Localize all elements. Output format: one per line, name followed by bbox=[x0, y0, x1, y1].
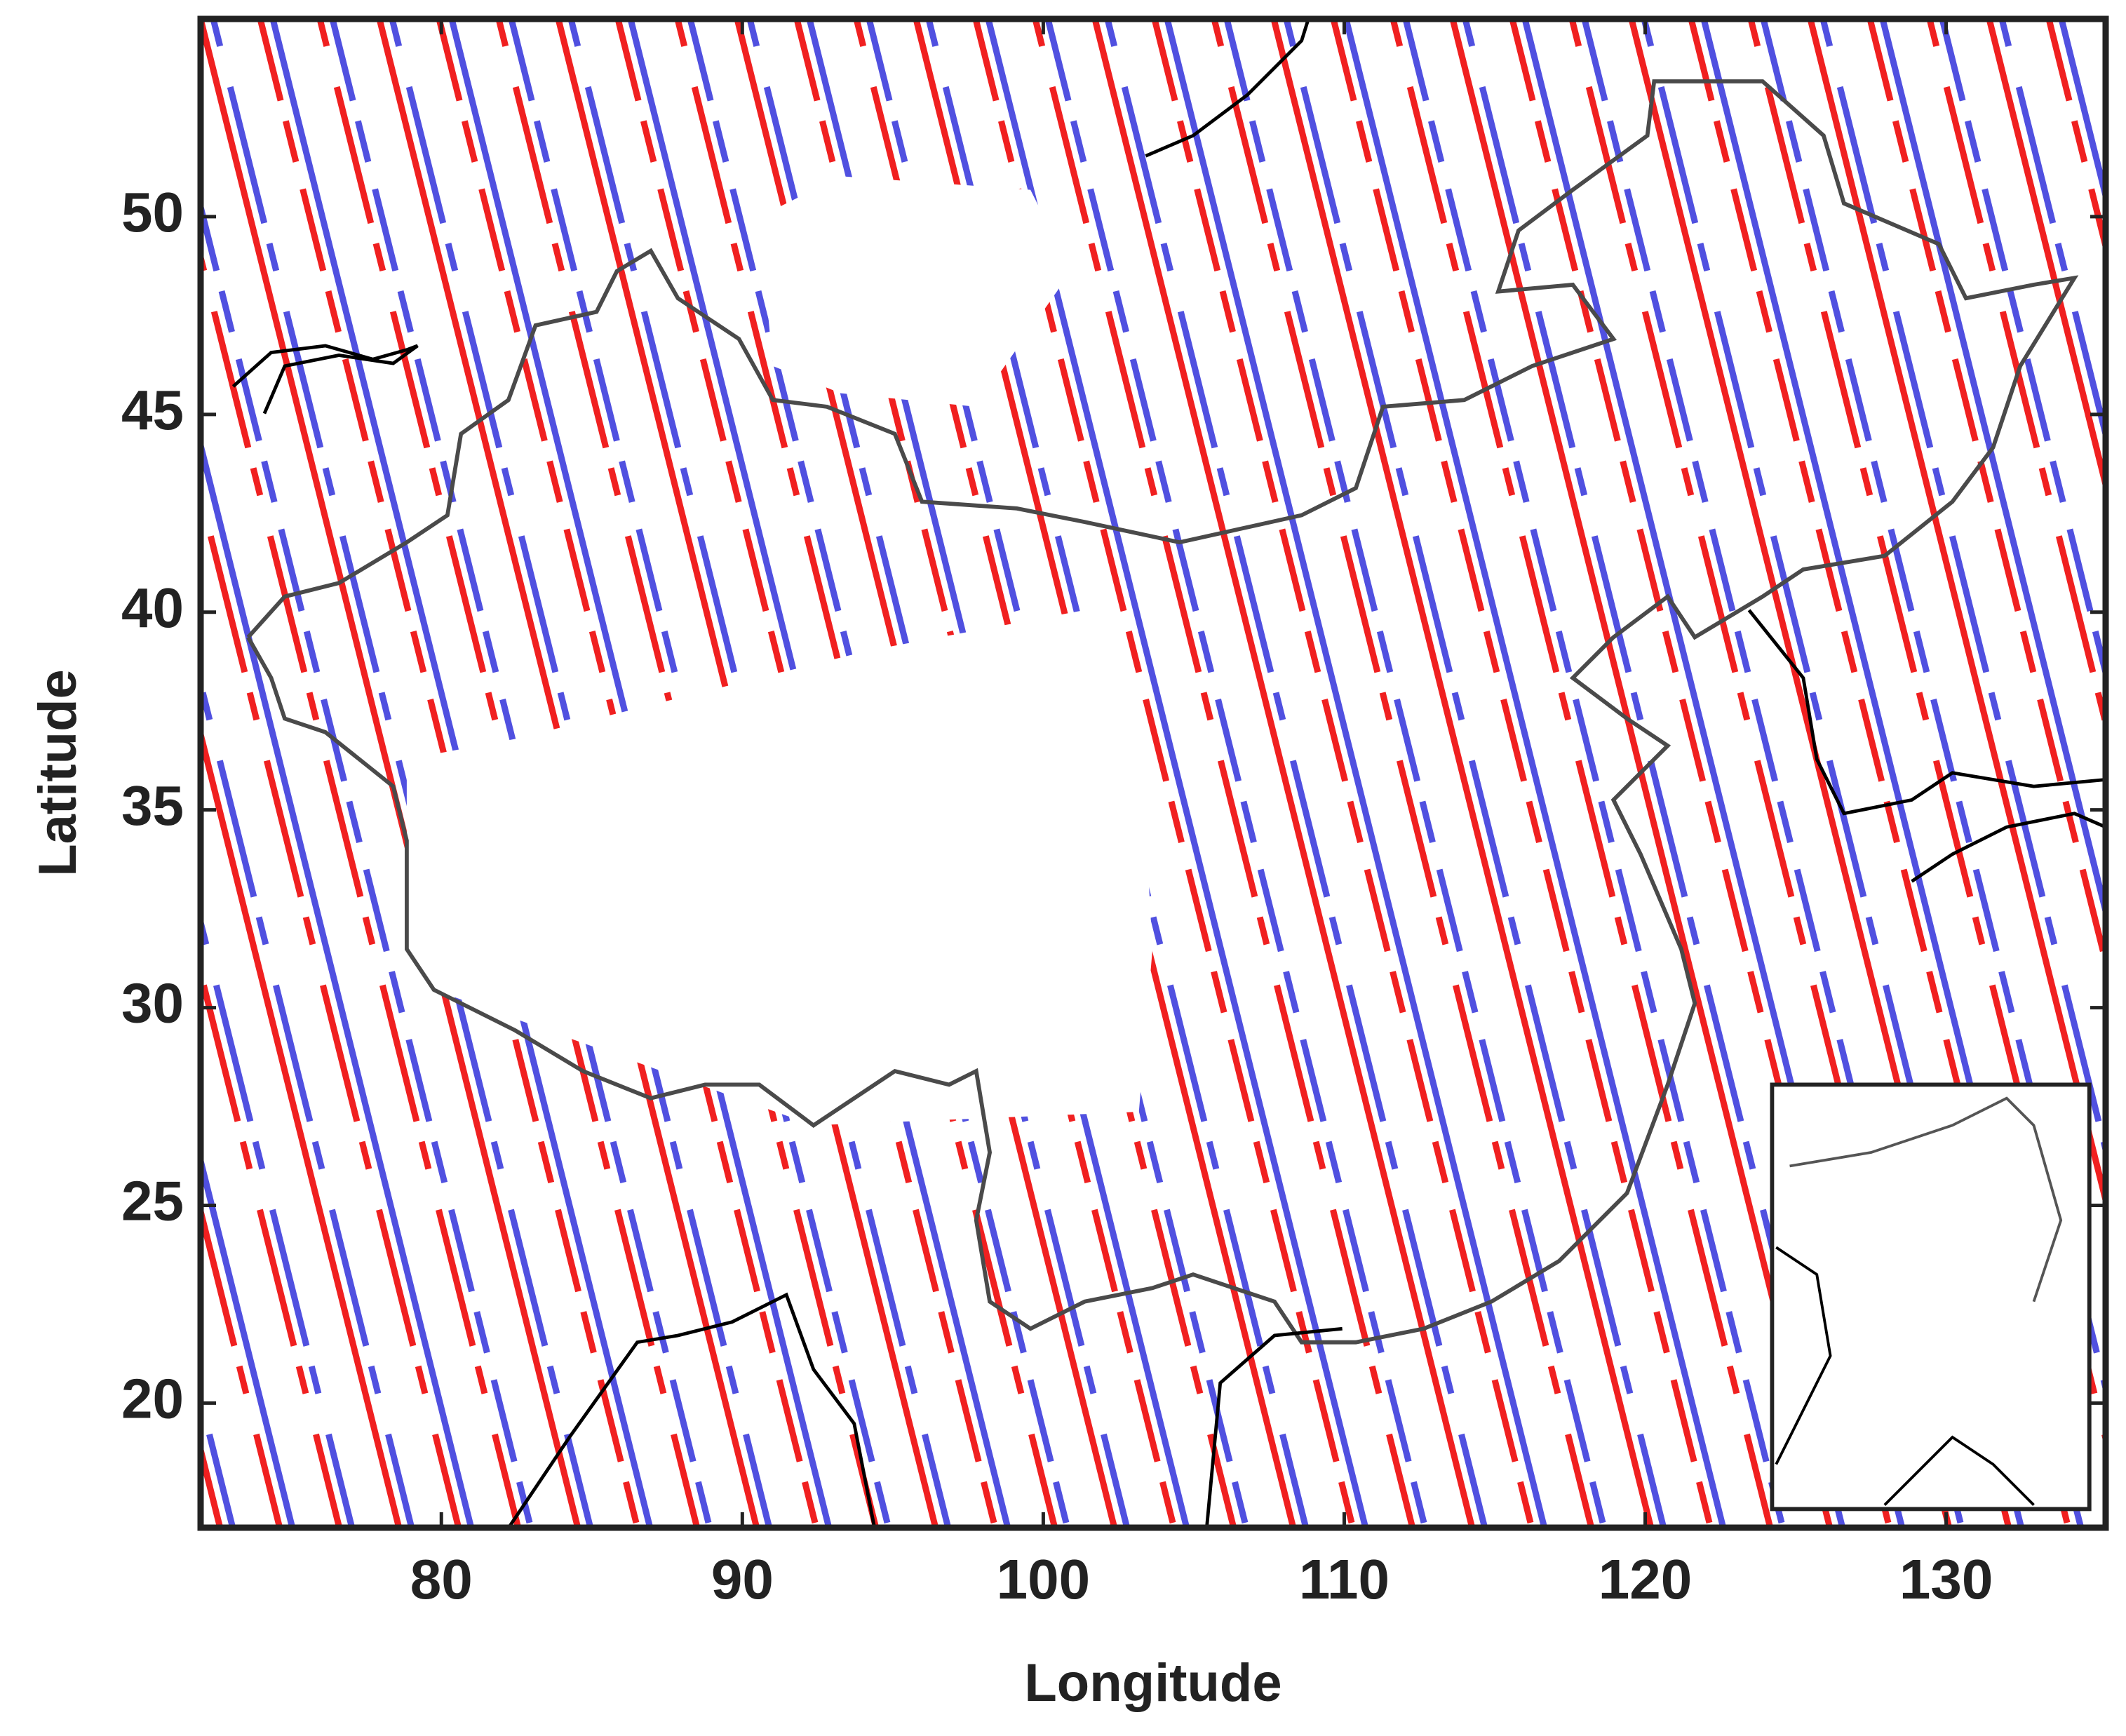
x-tick-label: 120 bbox=[1599, 1548, 1692, 1610]
y-axis-label: Latitude bbox=[28, 669, 88, 877]
x-tick-label: 110 bbox=[1299, 1548, 1390, 1610]
track bbox=[201, 960, 343, 1528]
track bbox=[1164, 19, 1548, 1528]
coastline bbox=[1204, 1326, 1343, 1528]
track bbox=[210, 19, 594, 1528]
track bbox=[1866, 19, 2106, 975]
track bbox=[201, 19, 581, 1528]
x-tick-label: 100 bbox=[997, 1548, 1090, 1610]
track bbox=[201, 1198, 283, 1528]
data-gap bbox=[759, 176, 1072, 407]
coastline bbox=[231, 344, 419, 415]
track bbox=[1939, 19, 2106, 686]
track bbox=[201, 483, 462, 1528]
track bbox=[1330, 19, 1714, 1528]
inset-coast bbox=[1883, 1435, 2035, 1506]
track bbox=[1819, 19, 2106, 1163]
track bbox=[1807, 19, 2106, 1213]
coastline bbox=[1747, 609, 2106, 816]
track bbox=[201, 671, 415, 1528]
y-tick-label: 25 bbox=[121, 1170, 184, 1232]
track bbox=[1104, 19, 1488, 1528]
y-tick-label: 45 bbox=[121, 379, 184, 441]
track bbox=[1223, 19, 1608, 1528]
track bbox=[1044, 19, 1429, 1528]
y-tick-label: 30 bbox=[121, 972, 184, 1035]
track bbox=[1091, 19, 1476, 1528]
x-axis-label: Longitude bbox=[1024, 1653, 1281, 1713]
track bbox=[1402, 19, 1787, 1528]
y-tick-label: 20 bbox=[121, 1368, 184, 1430]
track bbox=[1283, 19, 1667, 1528]
y-tick-label: 40 bbox=[121, 577, 184, 639]
x-tick-label: 90 bbox=[711, 1548, 774, 1610]
coastline bbox=[506, 1292, 877, 1529]
track bbox=[201, 909, 356, 1528]
track bbox=[201, 432, 475, 1528]
track bbox=[1926, 19, 2106, 736]
plot-frame bbox=[197, 15, 2109, 1531]
track bbox=[201, 1148, 296, 1528]
track bbox=[201, 244, 522, 1528]
track bbox=[2105, 20, 2106, 21]
y-tick-label: 35 bbox=[121, 774, 184, 837]
track bbox=[1032, 19, 1416, 1528]
x-tick-label: 80 bbox=[410, 1548, 473, 1610]
track bbox=[1879, 19, 2106, 924]
track bbox=[1998, 19, 2106, 448]
coastline bbox=[1911, 812, 2106, 883]
track bbox=[1343, 19, 1727, 1528]
track bbox=[2121, 19, 2126, 1528]
data-gap bbox=[406, 610, 1153, 1126]
track bbox=[1211, 19, 1595, 1528]
inset-coast bbox=[1775, 1246, 1832, 1465]
country-border bbox=[246, 79, 2079, 1345]
map-outlines bbox=[231, 18, 2106, 1529]
track bbox=[201, 721, 403, 1528]
track bbox=[1151, 19, 1535, 1528]
coastline bbox=[1145, 18, 1310, 158]
track bbox=[1986, 19, 2106, 498]
track bbox=[1270, 19, 1655, 1528]
inset-border bbox=[1789, 1096, 2063, 1303]
track bbox=[1390, 19, 1774, 1528]
track bbox=[201, 194, 534, 1528]
x-tick-label: 130 bbox=[1899, 1548, 1993, 1610]
y-tick-label: 50 bbox=[121, 181, 184, 243]
